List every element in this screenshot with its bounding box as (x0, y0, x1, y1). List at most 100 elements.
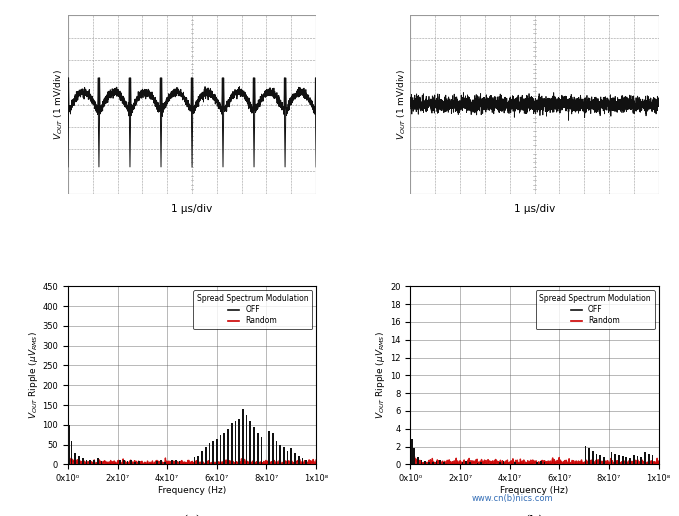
Bar (126, 461, 128, 464)
Text: 1 μs/div: 1 μs/div (514, 204, 555, 214)
Bar (306, 460, 307, 464)
Bar (610, 452, 612, 464)
Bar (298, 457, 299, 464)
Bar (75, 453, 76, 464)
Bar (411, 440, 413, 464)
Y-axis label: $V_{OUT}$ Ripple ($\mu V_{RMS}$): $V_{OUT}$ Ripple ($\mu V_{RMS}$) (26, 331, 39, 420)
Bar (253, 427, 255, 464)
Bar (462, 462, 463, 464)
Bar (82, 458, 84, 464)
Bar (637, 456, 638, 464)
Y-axis label: $V_{OUT}$ (1 mV/div): $V_{OUT}$ (1 mV/div) (395, 69, 407, 140)
Bar (480, 462, 482, 464)
Bar (231, 423, 233, 464)
Bar (603, 457, 605, 464)
Bar (287, 450, 289, 464)
Bar (164, 462, 166, 464)
Bar (421, 460, 422, 464)
Bar (417, 457, 419, 464)
Bar (160, 460, 162, 464)
Bar (216, 439, 218, 464)
Bar (291, 448, 292, 464)
Bar (175, 460, 177, 464)
X-axis label: Frequency (Hz): Frequency (Hz) (158, 486, 226, 495)
Bar (477, 463, 478, 464)
Bar (100, 461, 103, 464)
Bar (261, 437, 262, 464)
Bar (633, 455, 635, 464)
Bar (257, 433, 259, 464)
Bar (194, 457, 196, 464)
Bar (544, 462, 545, 464)
Bar (272, 433, 274, 464)
Legend: OFF, Random: OFF, Random (193, 290, 312, 329)
Bar (227, 429, 229, 464)
Bar (536, 462, 538, 464)
Bar (171, 460, 173, 464)
Bar (465, 461, 467, 464)
Bar (629, 458, 631, 464)
Bar (198, 456, 199, 464)
Bar (648, 454, 650, 464)
Bar (432, 462, 434, 464)
Bar (652, 456, 653, 464)
Bar (469, 462, 471, 464)
Bar (242, 409, 244, 464)
Text: (b): (b) (525, 514, 545, 516)
Bar (424, 461, 426, 464)
Text: (a): (a) (183, 514, 202, 516)
Bar (179, 461, 181, 464)
Text: www.cn(b)nics.com: www.cn(b)nics.com (472, 494, 553, 503)
Bar (208, 443, 210, 464)
Bar (234, 421, 236, 464)
Bar (71, 441, 73, 464)
Bar (90, 460, 91, 464)
Bar (220, 434, 221, 464)
Bar (134, 462, 136, 464)
Bar (123, 460, 125, 464)
Legend: OFF, Random: OFF, Random (536, 290, 655, 329)
Bar (294, 453, 296, 464)
Bar (592, 451, 593, 464)
Y-axis label: $V_{OUT}$ (1 mV/div): $V_{OUT}$ (1 mV/div) (52, 69, 65, 140)
Bar (249, 421, 251, 464)
Bar (436, 461, 437, 464)
Bar (205, 446, 206, 464)
Bar (443, 462, 445, 464)
Bar (276, 441, 277, 464)
Bar (279, 445, 281, 464)
Bar (213, 441, 214, 464)
Bar (93, 460, 95, 464)
Bar (223, 433, 225, 464)
Bar (238, 419, 240, 464)
Bar (499, 462, 500, 464)
Text: 1 μs/div: 1 μs/div (171, 204, 213, 214)
Bar (640, 457, 642, 464)
Bar (502, 461, 504, 464)
Bar (138, 461, 139, 464)
Bar (268, 431, 270, 464)
Bar (201, 450, 203, 464)
Bar (414, 448, 415, 464)
Bar (78, 457, 80, 464)
Bar (439, 460, 441, 464)
Bar (622, 456, 623, 464)
Bar (119, 460, 121, 464)
Bar (614, 454, 616, 464)
Bar (618, 456, 620, 464)
Bar (585, 446, 586, 464)
Bar (595, 454, 598, 464)
Bar (283, 446, 285, 464)
Bar (428, 462, 430, 464)
Bar (246, 415, 247, 464)
Bar (644, 452, 646, 464)
Bar (421, 463, 422, 464)
Bar (156, 461, 158, 464)
Bar (69, 425, 70, 464)
Y-axis label: $V_{OUT}$ Ripple ($\mu V_{RMS}$): $V_{OUT}$ Ripple ($\mu V_{RMS}$) (374, 331, 387, 420)
Bar (97, 458, 98, 464)
X-axis label: Frequency (Hz): Frequency (Hz) (500, 486, 568, 495)
Bar (86, 460, 88, 464)
Bar (600, 456, 601, 464)
Bar (540, 461, 542, 464)
